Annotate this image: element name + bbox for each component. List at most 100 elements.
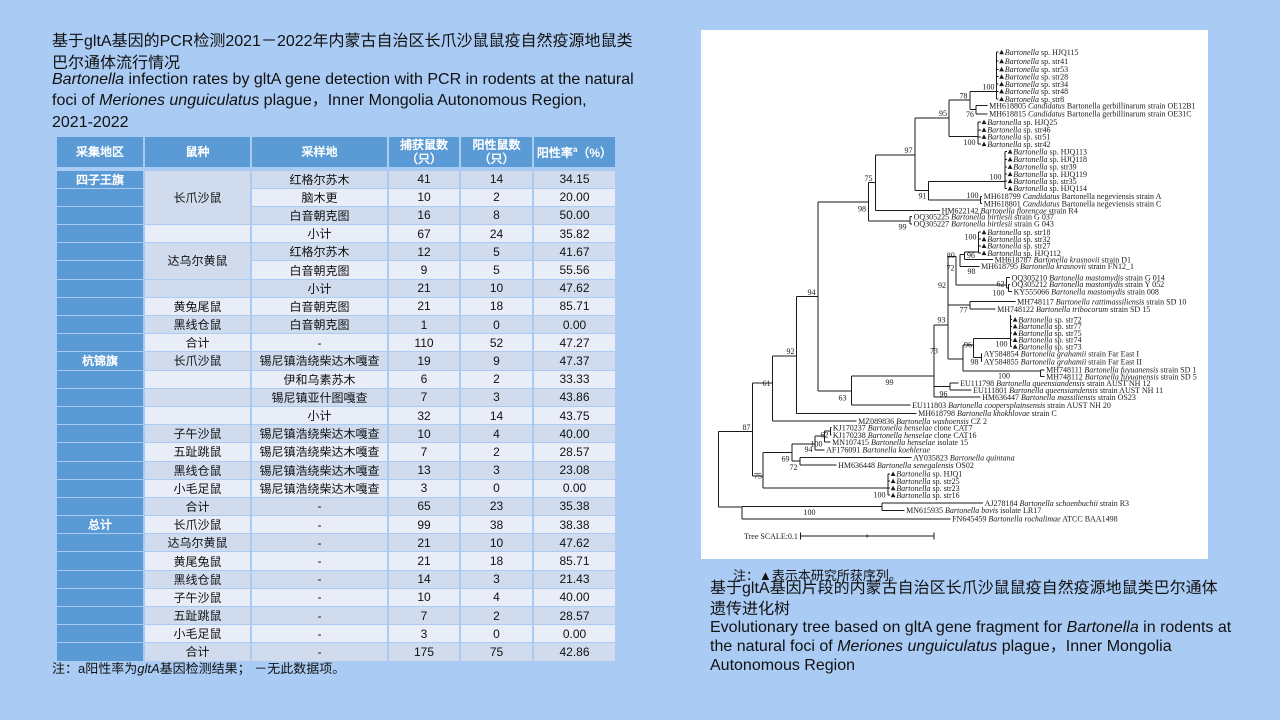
svg-text:OQ305225 Bartonella birtlesii: OQ305225 Bartonella birtlesii strain G 0… — [913, 212, 1053, 221]
svg-text:FN645459 Bartonella rochalimae: FN645459 Bartonella rochalimae ATCC BAA1… — [952, 515, 1118, 524]
svg-text:Bartonella sp. HJQ113: Bartonella sp. HJQ113 — [1013, 147, 1087, 156]
svg-text:97: 97 — [904, 146, 912, 155]
svg-text:98: 98 — [967, 267, 975, 276]
svg-text:MH618801 Candidatus Bartonella: MH618801 Candidatus Bartonella negeviens… — [983, 200, 1161, 209]
svg-text:OQ305227 Bartonella birtlesii: OQ305227 Bartonella birtlesii strain G 0… — [913, 220, 1053, 229]
svg-text:100: 100 — [966, 191, 978, 200]
svg-text:Bartonella sp. str41: Bartonella sp. str41 — [1004, 57, 1067, 66]
svg-text:OQ305210 Bartonella mastomydis: OQ305210 Bartonella mastomydis strain G … — [1011, 273, 1164, 282]
svg-text:99: 99 — [885, 378, 893, 387]
svg-text:96: 96 — [967, 251, 975, 260]
svg-text:Bartonella sp. str51: Bartonella sp. str51 — [987, 133, 1050, 142]
svg-text:95: 95 — [939, 109, 947, 118]
svg-text:72: 72 — [946, 264, 954, 273]
svg-text:HM622142 Bartonella florencae: HM622142 Bartonella florencae strain R4 — [941, 206, 1077, 215]
svg-text:MH618799 Candidatus Bartonella: MH618799 Candidatus Bartonella negeviens… — [983, 192, 1161, 201]
svg-text:100: 100 — [992, 288, 1004, 297]
svg-text:92: 92 — [786, 347, 794, 356]
svg-text:EU111798 Bartonella queensiand: EU111798 Bartonella queensiandensis stra… — [960, 379, 1150, 388]
svg-text:MH618815 Candidatus Bartonella: MH618815 Candidatus Bartonella gerbillin… — [989, 110, 1191, 119]
svg-text:HM636448 Bartonella senegalens: HM636448 Bartonella senegalensis OS02 — [838, 461, 974, 470]
svg-text:MN615935 Bartonella bovis isol: MN615935 Bartonella bovis isolate LR17 — [906, 506, 1041, 515]
svg-text:94: 94 — [807, 288, 815, 297]
svg-text:Bartonella sp. HJQ1: Bartonella sp. HJQ1 — [896, 470, 962, 479]
svg-text:HM636447 Bartonella massiliens: HM636447 Bartonella massiliensis strain … — [982, 393, 1136, 402]
svg-text:Bartonella sp. str32: Bartonella sp. str32 — [987, 235, 1050, 244]
svg-text:Bartonella sp. str35: Bartonella sp. str35 — [1013, 177, 1076, 186]
svg-text:99: 99 — [898, 223, 906, 232]
svg-text:Bartonella sp. str23: Bartonella sp. str23 — [896, 484, 959, 493]
svg-text:AJ278184 Bartonella schoenbuch: AJ278184 Bartonella schoenbuchii strain … — [984, 499, 1128, 508]
svg-text:MZ089836 Bartonella washoensis: MZ089836 Bartonella washoensis CZ 2 — [858, 417, 987, 426]
svg-text:Bartonella sp. HJQ25: Bartonella sp. HJQ25 — [987, 118, 1057, 127]
svg-text:OQ305212 Bartonella mastomydis: OQ305212 Bartonella mastomydis strain Y … — [1011, 280, 1164, 289]
svg-text:Bartonella sp. str77: Bartonella sp. str77 — [1018, 322, 1081, 331]
svg-text:AY584855 Bartonella grahamii s: AY584855 Bartonella grahamii strain Far … — [983, 357, 1141, 366]
svg-text:98: 98 — [858, 205, 866, 214]
svg-text:61: 61 — [762, 379, 770, 388]
svg-text:EU111801 Bartonella queensiand: EU111801 Bartonella queensiandensis stra… — [973, 386, 1163, 395]
svg-text:Bartonella sp. HJQ118: Bartonella sp. HJQ118 — [1013, 155, 1087, 164]
svg-text:Bartonella sp. str25: Bartonella sp. str25 — [896, 477, 959, 486]
svg-text:63: 63 — [838, 394, 846, 403]
svg-text:100: 100 — [810, 440, 822, 449]
svg-text:Bartonella sp. str42: Bartonella sp. str42 — [987, 140, 1050, 149]
svg-text:Bartonella sp. str46: Bartonella sp. str46 — [987, 126, 1050, 135]
svg-text:MH618795 Bartonella krasnovii: MH618795 Bartonella krasnovii strain FN1… — [981, 262, 1134, 271]
svg-text:KJ170237 Bartonella henselae c: KJ170237 Bartonella henselae clone CAT7 — [832, 423, 972, 432]
svg-text:KJ170238 Bartonella henselae c: KJ170238 Bartonella henselae clone CAT16 — [832, 431, 976, 440]
svg-text:Bartonella sp. str8: Bartonella sp. str8 — [1004, 95, 1063, 104]
svg-text:96: 96 — [939, 389, 947, 398]
svg-text:Bartonella sp. str53: Bartonella sp. str53 — [1004, 65, 1067, 74]
svg-text:62: 62 — [996, 280, 1004, 289]
svg-text:EU111803 Bartonella cooperspla: EU111803 Bartonella coopersplainsensis s… — [912, 401, 1111, 410]
svg-text:98: 98 — [970, 357, 978, 366]
svg-text:Bartonella sp. HJQ112: Bartonella sp. HJQ112 — [987, 249, 1061, 258]
svg-text:100: 100 — [982, 83, 994, 92]
svg-text:100: 100 — [873, 490, 885, 499]
svg-text:Tree SCALE:0.1: Tree SCALE:0.1 — [744, 532, 798, 541]
svg-text:MH748111 Bartonella fuyuanensi: MH748111 Bartonella fuyuanensis strain S… — [1046, 366, 1196, 375]
svg-text:75: 75 — [754, 472, 762, 481]
svg-text:Bartonella sp. HJQ114: Bartonella sp. HJQ114 — [1013, 184, 1087, 193]
svg-text:87: 87 — [742, 423, 750, 432]
svg-text:KY555066 Bartonella mastomydis: KY555066 Bartonella mastomydis strain 00… — [1013, 287, 1158, 296]
svg-text:93: 93 — [937, 316, 945, 325]
svg-text:AF176091 Bartonella koehlerae: AF176091 Bartonella koehlerae — [826, 446, 930, 455]
svg-text:76: 76 — [966, 110, 974, 119]
svg-text:Bartonella sp. str16: Bartonella sp. str16 — [896, 491, 959, 500]
svg-text:MH618805 Candidatus Bartonella: MH618805 Candidatus Bartonella gerbillin… — [989, 101, 1195, 110]
svg-text:MH748117 Bartonella rattimassi: MH748117 Bartonella rattimassiliensis st… — [1017, 297, 1186, 306]
svg-text:Bartonella sp. HJQ115: Bartonella sp. HJQ115 — [1004, 48, 1078, 57]
svg-text:69: 69 — [781, 455, 789, 464]
svg-text:Bartonella sp. str27: Bartonella sp. str27 — [987, 242, 1050, 251]
svg-text:80: 80 — [946, 251, 954, 260]
svg-text:91: 91 — [918, 192, 926, 201]
svg-text:100: 100 — [964, 233, 976, 242]
svg-text:Bartonella sp. str48: Bartonella sp. str48 — [1004, 87, 1067, 96]
svg-text:MH748122 Bartonella tribocorum: MH748122 Bartonella tribocorum strain SD… — [997, 305, 1150, 314]
svg-text:AY584854 Bartonella grahamii s: AY584854 Bartonella grahamii strain Far … — [983, 349, 1139, 358]
svg-text:100: 100 — [995, 339, 1007, 348]
svg-text:100: 100 — [963, 138, 975, 147]
svg-text:AY035823 Bartonella quintana: AY035823 Bartonella quintana — [913, 454, 1015, 463]
svg-text:MH618787 Bartonella krasnovii: MH618787 Bartonella krasnovii strain D1 — [994, 255, 1130, 264]
svg-text:72: 72 — [789, 463, 797, 472]
svg-text:MH748112 Bartonella fuyuanensi: MH748112 Bartonella fuyuanensis strain S… — [1046, 372, 1197, 381]
svg-text:MN107415 Bartonella henselae i: MN107415 Bartonella henselae isolate 15 — [832, 438, 968, 447]
svg-text:Bartonella sp. str72: Bartonella sp. str72 — [1018, 315, 1081, 324]
svg-text:Bartonella sp. str28: Bartonella sp. str28 — [1004, 72, 1067, 81]
svg-text:MH618798 Bartonella khokhlovae: MH618798 Bartonella khokhlovae strain C — [918, 409, 1057, 418]
svg-text:Bartonella sp. str34: Bartonella sp. str34 — [1004, 80, 1067, 89]
svg-text:92: 92 — [938, 281, 946, 290]
svg-text:100: 100 — [803, 508, 815, 517]
svg-text:Bartonella sp. str18: Bartonella sp. str18 — [987, 228, 1050, 237]
svg-text:Bartonella sp. HJQ119: Bartonella sp. HJQ119 — [1013, 170, 1087, 179]
svg-text:Bartonella sp. str39: Bartonella sp. str39 — [1013, 163, 1076, 172]
svg-text:Bartonella sp. str74: Bartonella sp. str74 — [1018, 336, 1081, 345]
svg-text:78: 78 — [959, 92, 967, 101]
svg-text:100: 100 — [989, 173, 1001, 182]
svg-text:Bartonella sp. str75: Bartonella sp. str75 — [1018, 329, 1081, 338]
svg-text:73: 73 — [930, 347, 938, 356]
svg-text:96: 96 — [964, 340, 972, 349]
